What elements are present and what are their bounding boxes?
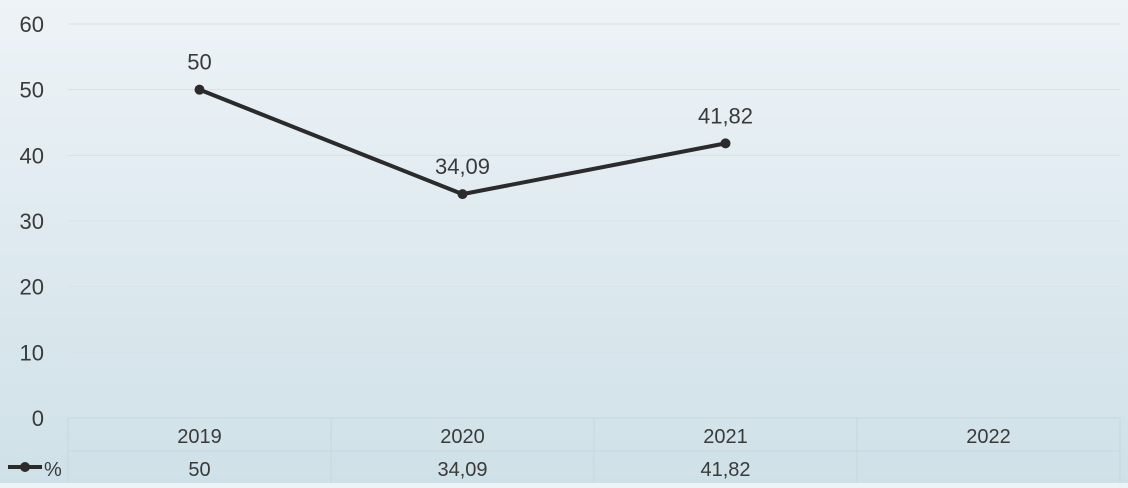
legend-label: % [44, 459, 62, 481]
x-category-label: 2020 [440, 426, 485, 448]
y-tick-label: 30 [20, 209, 44, 234]
data-label: 41,82 [698, 103, 753, 128]
y-tick-label: 60 [20, 12, 44, 37]
y-tick-label: 10 [20, 340, 44, 365]
table-value: 50 [188, 459, 210, 481]
table-value: 41,82 [700, 459, 750, 481]
x-category-label: 2022 [966, 426, 1011, 448]
y-tick-label: 0 [32, 406, 44, 431]
data-point [720, 138, 731, 149]
x-category-label: 2021 [703, 426, 748, 448]
y-tick-label: 40 [20, 143, 44, 168]
table-value: 34,09 [437, 459, 487, 481]
y-tick-label: 20 [20, 275, 44, 300]
legend-marker-icon [20, 462, 30, 472]
data-point [457, 189, 468, 200]
data-label: 34,09 [435, 154, 490, 179]
data-point [194, 84, 205, 95]
y-tick-label: 50 [20, 78, 44, 103]
data-label: 50 [187, 50, 211, 75]
x-category-label: 2019 [177, 426, 222, 448]
